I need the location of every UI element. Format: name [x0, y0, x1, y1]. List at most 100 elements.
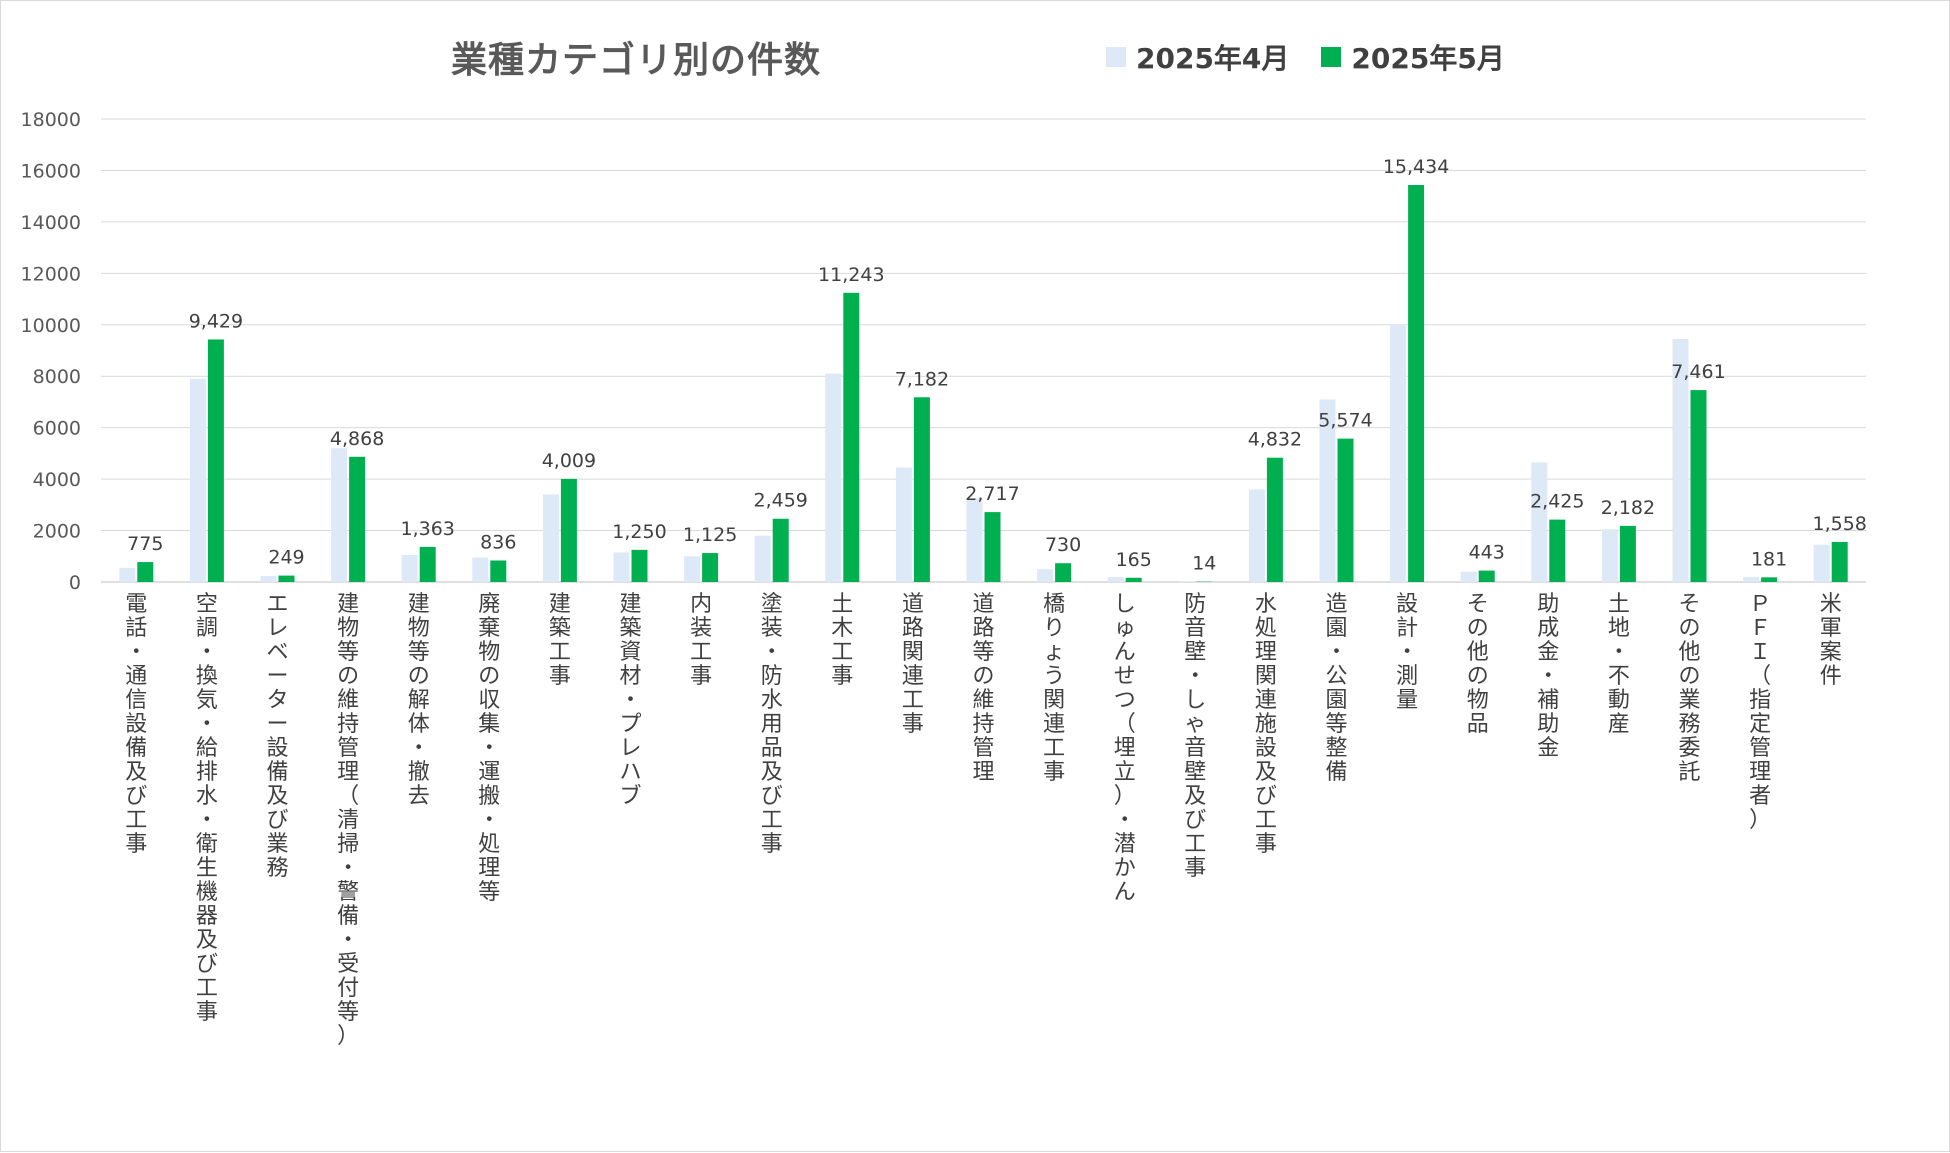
data-label: 165	[1116, 549, 1152, 571]
bar-2025-04	[896, 468, 912, 582]
bar-2025-04	[1743, 577, 1759, 582]
x-category-label: 造園・公園等整備	[1325, 592, 1347, 785]
bar-2025-04	[1461, 572, 1477, 582]
data-label: 7,182	[895, 368, 949, 390]
x-category-label: 助成金・補助金	[1537, 592, 1559, 761]
bar-2025-05	[1691, 390, 1707, 582]
bar-2025-05	[1408, 185, 1424, 582]
data-label: 775	[127, 533, 163, 555]
x-category-label: しゅんせつ（埋立）・潜かん	[1114, 592, 1136, 905]
bar-2025-05	[208, 339, 224, 582]
data-label: 1,558	[1812, 513, 1866, 535]
data-label: 2,425	[1530, 491, 1584, 513]
bar-2025-04	[614, 552, 630, 582]
x-category-label: その他の業務委託	[1678, 592, 1700, 785]
y-tick-label: 0	[69, 572, 81, 594]
bar-2025-05	[349, 457, 365, 582]
bar-2025-04	[1108, 577, 1124, 582]
x-category-label: 防音壁・しゃ音壁及び工事	[1184, 592, 1206, 881]
data-label: 11,243	[818, 264, 884, 286]
bar-2025-04	[543, 495, 559, 582]
bar-2025-05	[1549, 520, 1565, 582]
data-label: 730	[1045, 534, 1081, 556]
bar-2025-05	[1267, 458, 1283, 582]
y-tick-label: 2000	[33, 521, 81, 543]
data-label: 7,461	[1671, 361, 1725, 383]
x-category-label: 電話・通信設備及び工事	[125, 592, 147, 857]
bar-2025-05	[1126, 578, 1142, 582]
bar-2025-05	[561, 479, 577, 582]
x-category-label: 建物等の解体・撤去	[408, 592, 430, 809]
bar-2025-05	[1479, 571, 1495, 582]
y-tick-label: 4000	[33, 469, 81, 491]
data-label: 4,832	[1248, 429, 1302, 451]
data-label: 4,868	[330, 428, 384, 450]
bar-2025-05	[1055, 563, 1071, 582]
bar-2025-04	[1390, 325, 1406, 582]
bar-2025-04	[1037, 569, 1053, 582]
x-category-label: 建築資材・プレハブ	[619, 592, 641, 809]
x-category-label: 廃棄物の収集・運搬・処理等	[478, 592, 500, 905]
bar-2025-05	[985, 512, 1001, 582]
x-category-label: 塗装・防水用品及び工事	[761, 592, 783, 857]
x-category-label: 空調・換気・給排水・衛生機器及び工事	[196, 592, 218, 1025]
bar-2025-04	[1531, 462, 1547, 582]
y-tick-label: 6000	[33, 418, 81, 440]
x-category-label: 水処理関連施設及び工事	[1255, 592, 1277, 857]
data-label: 2,717	[965, 483, 1019, 505]
bar-2025-04	[190, 379, 206, 582]
bar-2025-05	[632, 550, 648, 582]
bar-2025-04	[1602, 529, 1618, 582]
bar-2025-05	[914, 397, 930, 582]
y-tick-label: 14000	[21, 212, 81, 234]
bar-2025-05	[773, 519, 789, 582]
data-label: 1,363	[400, 518, 454, 540]
bar-2025-05	[420, 547, 436, 582]
bar-2025-04	[684, 556, 700, 582]
data-label: 836	[480, 531, 516, 553]
y-tick-label: 12000	[21, 263, 81, 285]
y-tick-label: 8000	[33, 366, 81, 388]
x-category-label: 内装工事	[690, 592, 712, 689]
data-label: 4,009	[542, 450, 596, 472]
data-label: 14	[1192, 553, 1216, 575]
data-label: 1,250	[612, 521, 666, 543]
x-category-label: 道路関連工事	[902, 592, 924, 737]
y-tick-label: 10000	[21, 315, 81, 337]
x-category-label: 道路等の維持管理	[972, 592, 994, 785]
x-category-label: 設計・測量	[1396, 592, 1418, 713]
data-label: 443	[1469, 542, 1505, 564]
bar-2025-05	[137, 562, 153, 582]
bar-2025-04	[472, 558, 488, 582]
x-category-label: その他の物品	[1467, 592, 1489, 737]
y-tick-label: 18000	[21, 109, 81, 131]
bar-2025-05	[843, 293, 859, 582]
bar-2025-05	[279, 576, 295, 582]
bar-2025-04	[331, 448, 347, 582]
bar-2025-04	[825, 374, 841, 582]
bar-2025-05	[1832, 542, 1848, 582]
data-label: 15,434	[1383, 156, 1449, 178]
data-label: 5,574	[1318, 410, 1372, 432]
x-category-label: 橋りょう関連工事	[1043, 592, 1065, 785]
data-label: 9,429	[189, 310, 243, 332]
data-label: 181	[1751, 548, 1787, 570]
data-label: 249	[268, 547, 304, 569]
data-label: 2,182	[1601, 497, 1655, 519]
x-category-label: エレベーター設備及び業務	[266, 592, 288, 881]
y-tick-label: 16000	[21, 160, 81, 182]
bar-2025-05	[490, 560, 506, 582]
x-category-label: ＰＦＩ（指定管理者）	[1749, 592, 1771, 833]
bar-2025-05	[1338, 439, 1354, 582]
bar-2025-04	[1249, 489, 1265, 582]
x-category-label: 建築工事	[549, 592, 571, 689]
x-category-label: 土木工事	[831, 592, 853, 689]
bar-2025-05	[1620, 526, 1636, 582]
x-category-label: 米軍案件	[1820, 592, 1842, 689]
data-label: 2,459	[753, 490, 807, 512]
bar-2025-04	[119, 568, 135, 582]
data-label: 1,125	[683, 524, 737, 546]
bar-2025-04	[1814, 545, 1830, 582]
